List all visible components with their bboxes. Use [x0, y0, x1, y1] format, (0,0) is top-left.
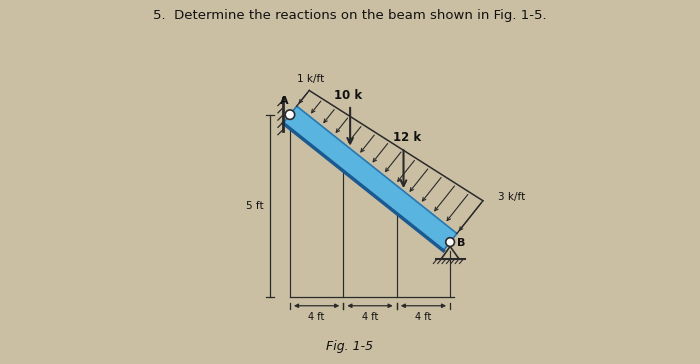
- Text: 12 k: 12 k: [393, 131, 421, 145]
- Text: 4 ft: 4 ft: [362, 312, 378, 322]
- Text: 4 ft: 4 ft: [415, 312, 432, 322]
- Circle shape: [285, 110, 295, 119]
- Polygon shape: [283, 106, 457, 250]
- Text: Fig. 1-5: Fig. 1-5: [326, 340, 374, 353]
- Text: 5 ft: 5 ft: [246, 201, 264, 211]
- Text: B: B: [456, 238, 465, 248]
- Text: 4 ft: 4 ft: [309, 312, 325, 322]
- Text: A: A: [279, 96, 288, 106]
- Circle shape: [446, 238, 454, 246]
- Text: 10 k: 10 k: [334, 89, 363, 102]
- Text: 3 k/ft: 3 k/ft: [498, 192, 526, 202]
- Text: 1 k/ft: 1 k/ft: [298, 74, 325, 84]
- Text: 5.  Determine the reactions on the beam shown in Fig. 1-5.: 5. Determine the reactions on the beam s…: [153, 9, 547, 22]
